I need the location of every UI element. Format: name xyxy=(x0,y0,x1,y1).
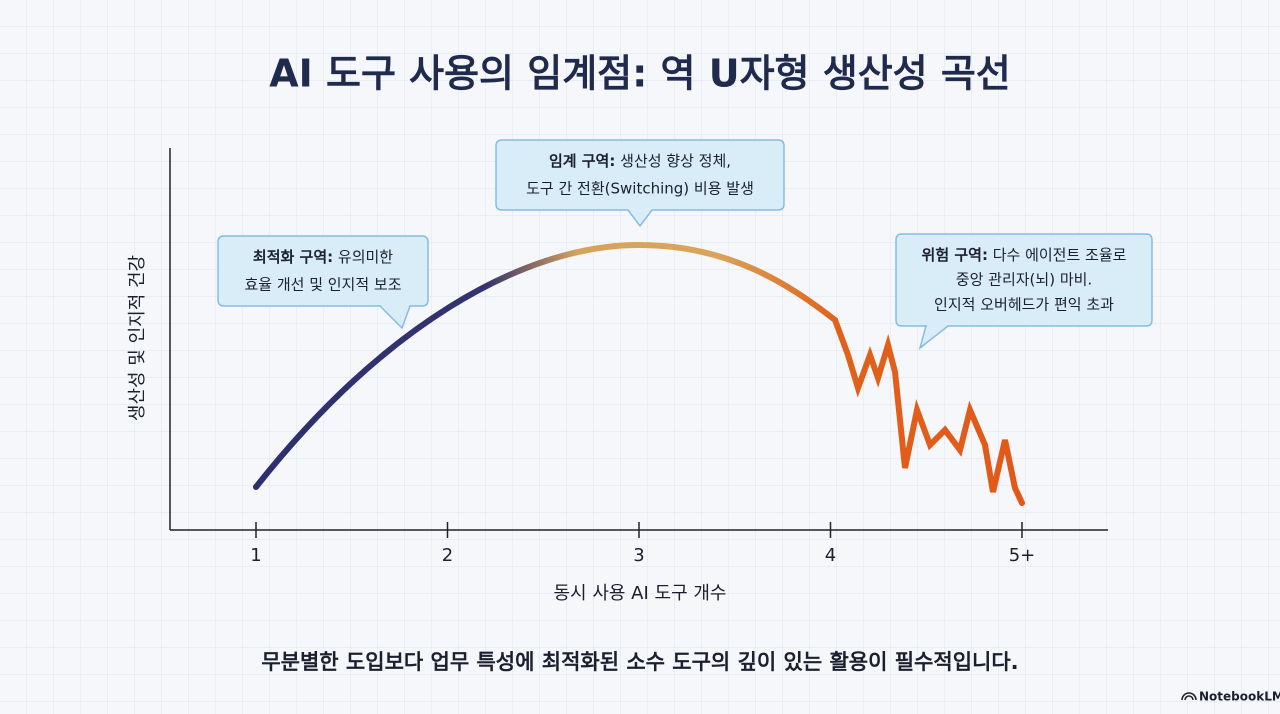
callout-label: 위험 구역: xyxy=(922,246,988,264)
chart-title: AI 도구 사용의 임계점: 역 U자형 생산성 곡선 xyxy=(269,52,1011,96)
callout-box xyxy=(217,235,429,330)
brand-name: NotebookLM xyxy=(1199,690,1280,704)
callout-label: 임계 구역: xyxy=(549,152,615,170)
x-tick-label: 2 xyxy=(442,545,453,566)
callout-line: 유의미한 xyxy=(338,248,393,266)
callout-line: 도구 간 전환(Switching) 비용 발생 xyxy=(526,180,754,198)
callout-box xyxy=(495,139,785,228)
callout-text: 위험 구역: 다수 에이전트 조율로 xyxy=(922,246,1127,264)
callout-label: 최적화 구역: xyxy=(253,248,333,266)
callout-line: 다수 에이전트 조율로 xyxy=(993,246,1127,264)
callout: 위험 구역: 다수 에이전트 조율로 중앙 관리자(뇌) 마비. 인지적 오버헤… xyxy=(895,233,1153,350)
x-axis-label: 동시 사용 AI 도구 개수 xyxy=(554,583,727,604)
callout-line: 효율 개선 및 인지적 보조 xyxy=(244,276,401,294)
callout-line: 인지적 오버헤드가 편익 초과 xyxy=(934,296,1114,314)
y-axis-label: 생산성 및 인지적 건강 xyxy=(127,255,148,421)
x-tick-label: 3 xyxy=(633,545,644,566)
callout-line: 중앙 관리자(뇌) 마비. xyxy=(956,271,1092,289)
x-tick-label: 1 xyxy=(250,545,261,566)
x-tick-label: 4 xyxy=(825,545,836,566)
callout-line: 생산성 향상 정체, xyxy=(620,152,731,170)
callout: 임계 구역: 생산성 향상 정체, 도구 간 전환(Switching) 비용 … xyxy=(495,139,785,228)
callout: 최적화 구역: 유의미한 효율 개선 및 인지적 보조 xyxy=(217,235,429,330)
callout-text: 임계 구역: 생산성 향상 정체, xyxy=(549,152,731,170)
productivity-curve xyxy=(253,241,1025,506)
footer-text: 무분별한 도입보다 업무 특성에 최적화된 소수 도구의 깊이 있는 활용이 필… xyxy=(261,650,1018,674)
brand-icon xyxy=(1181,692,1197,701)
brand: NotebookLM xyxy=(1181,690,1280,704)
callout-box xyxy=(895,233,1153,350)
callout-text: 최적화 구역: 유의미한 xyxy=(253,248,393,266)
x-tick-label: 5+ xyxy=(1009,545,1036,566)
